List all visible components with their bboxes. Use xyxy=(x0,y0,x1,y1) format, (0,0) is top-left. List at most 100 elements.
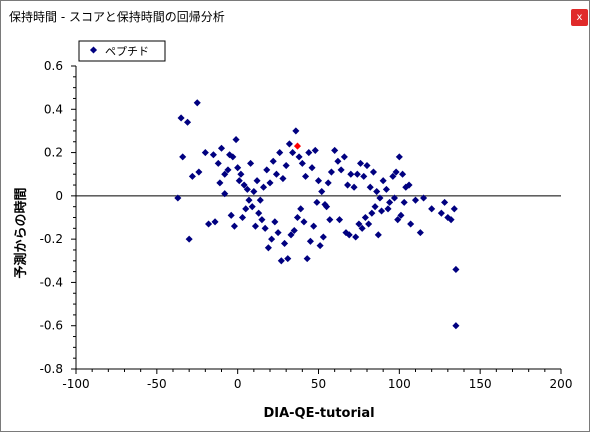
data-point xyxy=(311,146,319,154)
data-point xyxy=(195,168,203,176)
data-point xyxy=(384,205,392,213)
data-point xyxy=(277,257,285,265)
data-point xyxy=(441,198,449,206)
data-point xyxy=(397,211,405,219)
data-point xyxy=(394,216,402,224)
data-point xyxy=(245,196,253,204)
data-point xyxy=(334,157,342,165)
data-point xyxy=(411,196,420,204)
data-point xyxy=(216,179,224,187)
data-point xyxy=(452,322,460,330)
data-point xyxy=(238,213,247,222)
x-axis-label: DIA-QE-tutorial xyxy=(263,406,374,421)
data-point xyxy=(323,203,331,211)
data-point xyxy=(335,216,344,224)
data-point xyxy=(282,162,290,170)
highlighted-data-point xyxy=(293,142,302,150)
x-axis-ticks: -100 -50 0 50 100 150 200 xyxy=(62,369,572,391)
y-tick-label: -0.8 xyxy=(40,362,63,376)
data-point xyxy=(450,205,458,213)
data-point xyxy=(356,159,365,167)
data-point xyxy=(314,177,323,185)
data-point xyxy=(240,181,248,189)
data-point xyxy=(248,203,256,211)
x-tick-label: 150 xyxy=(469,377,492,391)
data-point xyxy=(250,187,258,196)
data-point xyxy=(407,220,415,228)
data-point xyxy=(316,242,324,250)
data-point xyxy=(221,190,229,198)
data-point xyxy=(289,149,297,157)
data-point xyxy=(201,149,209,157)
data-point xyxy=(382,185,390,193)
data-point xyxy=(318,187,326,196)
data-point xyxy=(256,196,264,204)
data-point xyxy=(276,149,284,157)
x-tick-label: 100 xyxy=(388,377,411,391)
x-tick-label: 200 xyxy=(550,377,573,391)
data-point xyxy=(184,118,192,126)
data-point xyxy=(345,231,353,239)
y-tick-label: -0.6 xyxy=(40,319,63,333)
data-point xyxy=(395,153,403,161)
data-point xyxy=(229,153,237,161)
data-point xyxy=(188,172,196,180)
axes xyxy=(75,66,561,370)
data-point xyxy=(274,229,282,237)
data-point xyxy=(390,194,399,202)
data-point xyxy=(374,231,382,239)
data-point xyxy=(306,237,314,245)
data-point xyxy=(369,168,378,176)
data-point xyxy=(337,166,345,174)
data-point xyxy=(353,170,361,178)
data-point xyxy=(258,216,266,224)
title-bar[interactable]: 保持時間 - スコアと保持時間の回帰分析 x xyxy=(1,1,589,33)
data-point xyxy=(368,209,376,217)
data-point xyxy=(271,218,279,226)
data-point xyxy=(379,177,387,185)
data-point xyxy=(297,205,305,213)
y-tick-label: 0.4 xyxy=(44,102,63,116)
data-point xyxy=(437,209,445,217)
data-point xyxy=(185,235,193,243)
data-point xyxy=(284,255,292,263)
data-point xyxy=(174,194,182,202)
data-point xyxy=(261,224,269,232)
data-point xyxy=(290,226,298,235)
data-point xyxy=(340,153,348,161)
data-point xyxy=(298,159,306,167)
data-point xyxy=(326,216,334,224)
data-point xyxy=(255,209,263,217)
data-point xyxy=(264,244,272,252)
data-point xyxy=(365,220,373,228)
x-tick-label: 50 xyxy=(311,377,326,391)
legend-label: ペプチド xyxy=(105,45,149,58)
data-point xyxy=(352,233,360,241)
data-point xyxy=(310,222,318,230)
data-point xyxy=(232,136,240,144)
data-point xyxy=(243,185,251,193)
x-tick-label: 0 xyxy=(234,377,242,391)
y-axis-ticks: 0.6 0.4 0.2 0 -0.2 -0.4 -0.6 -0.8 xyxy=(40,59,76,376)
data-point xyxy=(360,172,368,180)
data-point xyxy=(324,179,332,187)
data-point xyxy=(292,127,300,135)
data-point xyxy=(279,175,287,183)
data-point xyxy=(293,213,302,222)
data-point xyxy=(363,162,371,170)
y-tick-label: 0.2 xyxy=(44,146,63,160)
x-tick-label: -50 xyxy=(147,377,167,391)
data-point xyxy=(373,187,381,196)
data-point xyxy=(452,265,460,273)
data-point xyxy=(347,170,355,178)
data-point xyxy=(287,231,295,239)
data-point xyxy=(193,99,201,107)
data-point xyxy=(405,181,413,189)
data-point xyxy=(305,149,313,157)
data-point xyxy=(350,183,358,191)
data-point xyxy=(237,170,245,178)
close-button[interactable]: x xyxy=(571,9,588,26)
y-tick-label: -0.2 xyxy=(40,232,63,246)
data-point xyxy=(366,183,374,191)
data-point xyxy=(416,229,424,237)
